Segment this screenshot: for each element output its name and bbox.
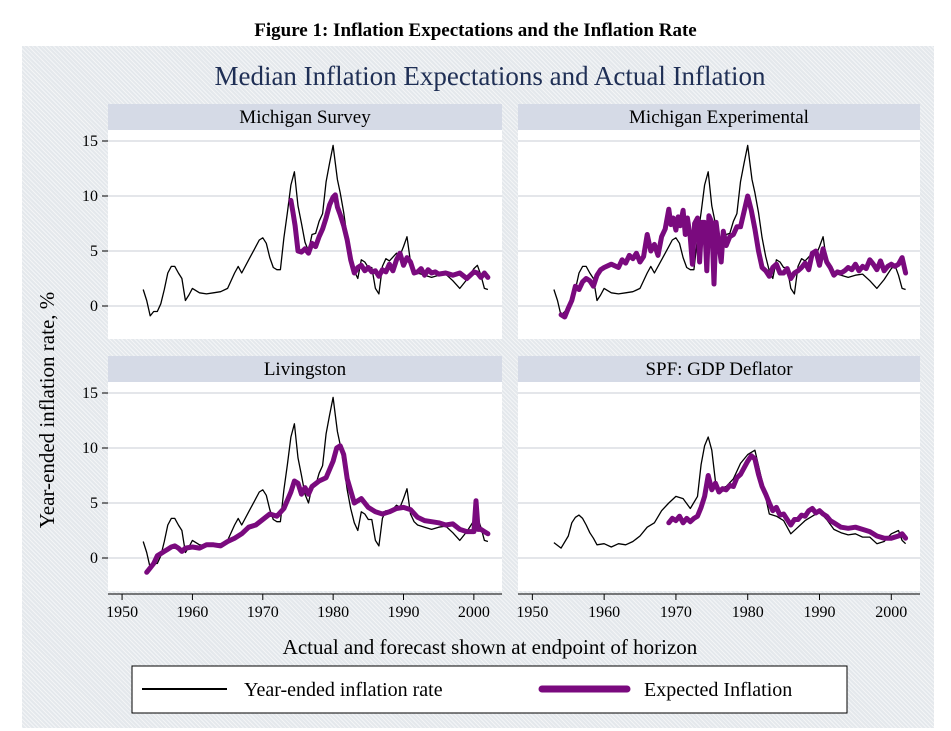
panel-strip-michigan-survey (108, 104, 502, 130)
panel-michigan-experimental: Michigan Experimental (518, 104, 920, 339)
series-expected-spf-gdp-deflator (666, 453, 909, 541)
x-axis-title: Actual and forecast shown at endpoint of… (283, 635, 698, 659)
x-tick-label-livingston-1980: 1980 (317, 604, 349, 621)
panel-michigan-survey: Michigan Survey (108, 104, 502, 339)
panel-livingston: Livingston (108, 356, 502, 591)
x-tick-label-livingston-2000: 2000 (458, 604, 490, 621)
plot-area-michigan-survey (108, 130, 502, 339)
y-tick-label-livingston-0: 0 (90, 550, 98, 567)
ticks-group: 0 5 10 15 0 5 10 15 1950 1960 1970 1980 1990 2000 1950… (82, 133, 920, 621)
y-tick-label-livingston-15: 15 (82, 385, 98, 402)
legend-label-actual: Year-ended inflation rate (244, 679, 443, 701)
y-axis-title: Year-ended inflation rate, % (35, 292, 59, 529)
x-tick-label-spf-gdp-deflator-1990: 1990 (804, 604, 836, 621)
panel-title-spf-gdp-deflator: SPF: GDP Deflator (645, 359, 793, 380)
legend-label-expected: Expected Inflation (644, 679, 792, 701)
x-tick-label-livingston-1950: 1950 (106, 604, 138, 621)
legend-box (131, 665, 848, 714)
x-tick-label-livingston-1990: 1990 (388, 604, 420, 621)
x-tick-label-spf-gdp-deflator-1980: 1980 (732, 604, 764, 621)
panel-spf-gdp-deflator: SPF: GDP Deflator (518, 356, 920, 591)
x-tick-label-livingston-1960: 1960 (176, 604, 208, 621)
chart-frame: Median Inflation Expectations and Actual… (22, 46, 934, 728)
y-tick-label-michigan-survey-5: 5 (90, 243, 98, 260)
panel-strip-livingston (108, 356, 502, 382)
x-tick-label-livingston-1970: 1970 (247, 604, 279, 621)
y-tick-label-livingston-10: 10 (82, 440, 98, 457)
panel-title-michigan-experimental: Michigan Experimental (629, 107, 809, 128)
panels-group: Michigan Survey Michigan Experimental Livi… (108, 104, 920, 591)
x-tick-label-spf-gdp-deflator-1970: 1970 (660, 604, 692, 621)
y-tick-label-michigan-survey-0: 0 (90, 298, 98, 315)
panel-strip-spf-gdp-deflator (518, 356, 920, 382)
chart-svg: Median Inflation Expectations and Actual… (35, 61, 920, 714)
series-expected-michigan-survey (288, 192, 491, 281)
series-actual-spf-gdp-deflator (553, 436, 907, 549)
series-expected-livingston (144, 443, 491, 575)
legend: Year-ended inflation rate Expected Infla… (131, 665, 848, 714)
y-tick-label-michigan-survey-15: 15 (82, 133, 98, 150)
x-tick-label-spf-gdp-deflator-1950: 1950 (516, 604, 548, 621)
panel-strip-michigan-experimental (518, 104, 920, 130)
panel-title-michigan-survey: Michigan Survey (239, 107, 371, 128)
series-expected-michigan-experimental (558, 193, 909, 320)
y-tick-label-michigan-survey-10: 10 (82, 188, 98, 205)
chart-title: Median Inflation Expectations and Actual… (214, 61, 766, 91)
x-tick-label-spf-gdp-deflator-2000: 2000 (875, 604, 907, 621)
x-tick-label-spf-gdp-deflator-1960: 1960 (588, 604, 620, 621)
y-tick-label-livingston-5: 5 (90, 495, 98, 512)
panel-title-livingston: Livingston (264, 359, 347, 380)
figure-caption: Figure 1: Inflation Expectations and the… (254, 20, 697, 41)
